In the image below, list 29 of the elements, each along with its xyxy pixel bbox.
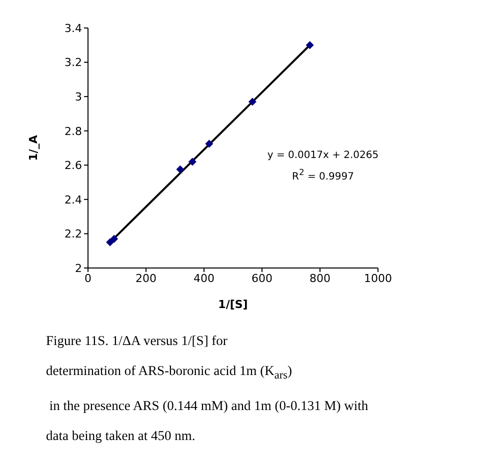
x-tick-label: 600 <box>252 272 272 285</box>
y-tick-label: 2.8 <box>64 124 82 138</box>
y-tick-label: 3.2 <box>64 56 82 70</box>
y-tick-label: 2.2 <box>64 228 82 241</box>
x-tick-label: 400 <box>194 272 214 285</box>
point <box>110 234 118 243</box>
y-tick-label: 2 <box>75 262 82 275</box>
caption: Figure 11S. 1/ΔA versus 1/[S] for <box>46 332 228 350</box>
y-tick-label: 3 <box>75 90 82 104</box>
x-tick-label: 800 <box>310 272 330 285</box>
text: determination of ARS-boronic acid 1m (K$_{ars}$) <box>46 362 293 384</box>
point <box>106 238 114 246</box>
text: in the presence ARS (0.144 mM) and 1m (0-0.131 M) with <box>48 396 370 415</box>
point <box>188 158 196 166</box>
y-tick-label: 2.4 <box>64 193 82 206</box>
annotation: y = 0.0017x + 2.0265 <box>266 149 380 163</box>
point <box>205 140 214 148</box>
text: data being taken at 450 nm. <box>46 426 196 445</box>
y-axis-title: 1/_A <box>26 134 40 161</box>
point <box>306 41 314 50</box>
x-axis-title: 1/[S] <box>218 298 248 311</box>
y-tick-label: 3.4 <box>64 22 82 35</box>
annotation: R$^{2}$ = 0.9997 <box>291 166 355 184</box>
x-tick-label: 200 <box>136 272 156 285</box>
point <box>176 165 184 174</box>
point <box>248 98 256 106</box>
x-tick-label: 0 <box>84 272 92 285</box>
y-tick-label: 2.6 <box>64 159 82 172</box>
x-tick-label: 1000 <box>364 272 392 285</box>
